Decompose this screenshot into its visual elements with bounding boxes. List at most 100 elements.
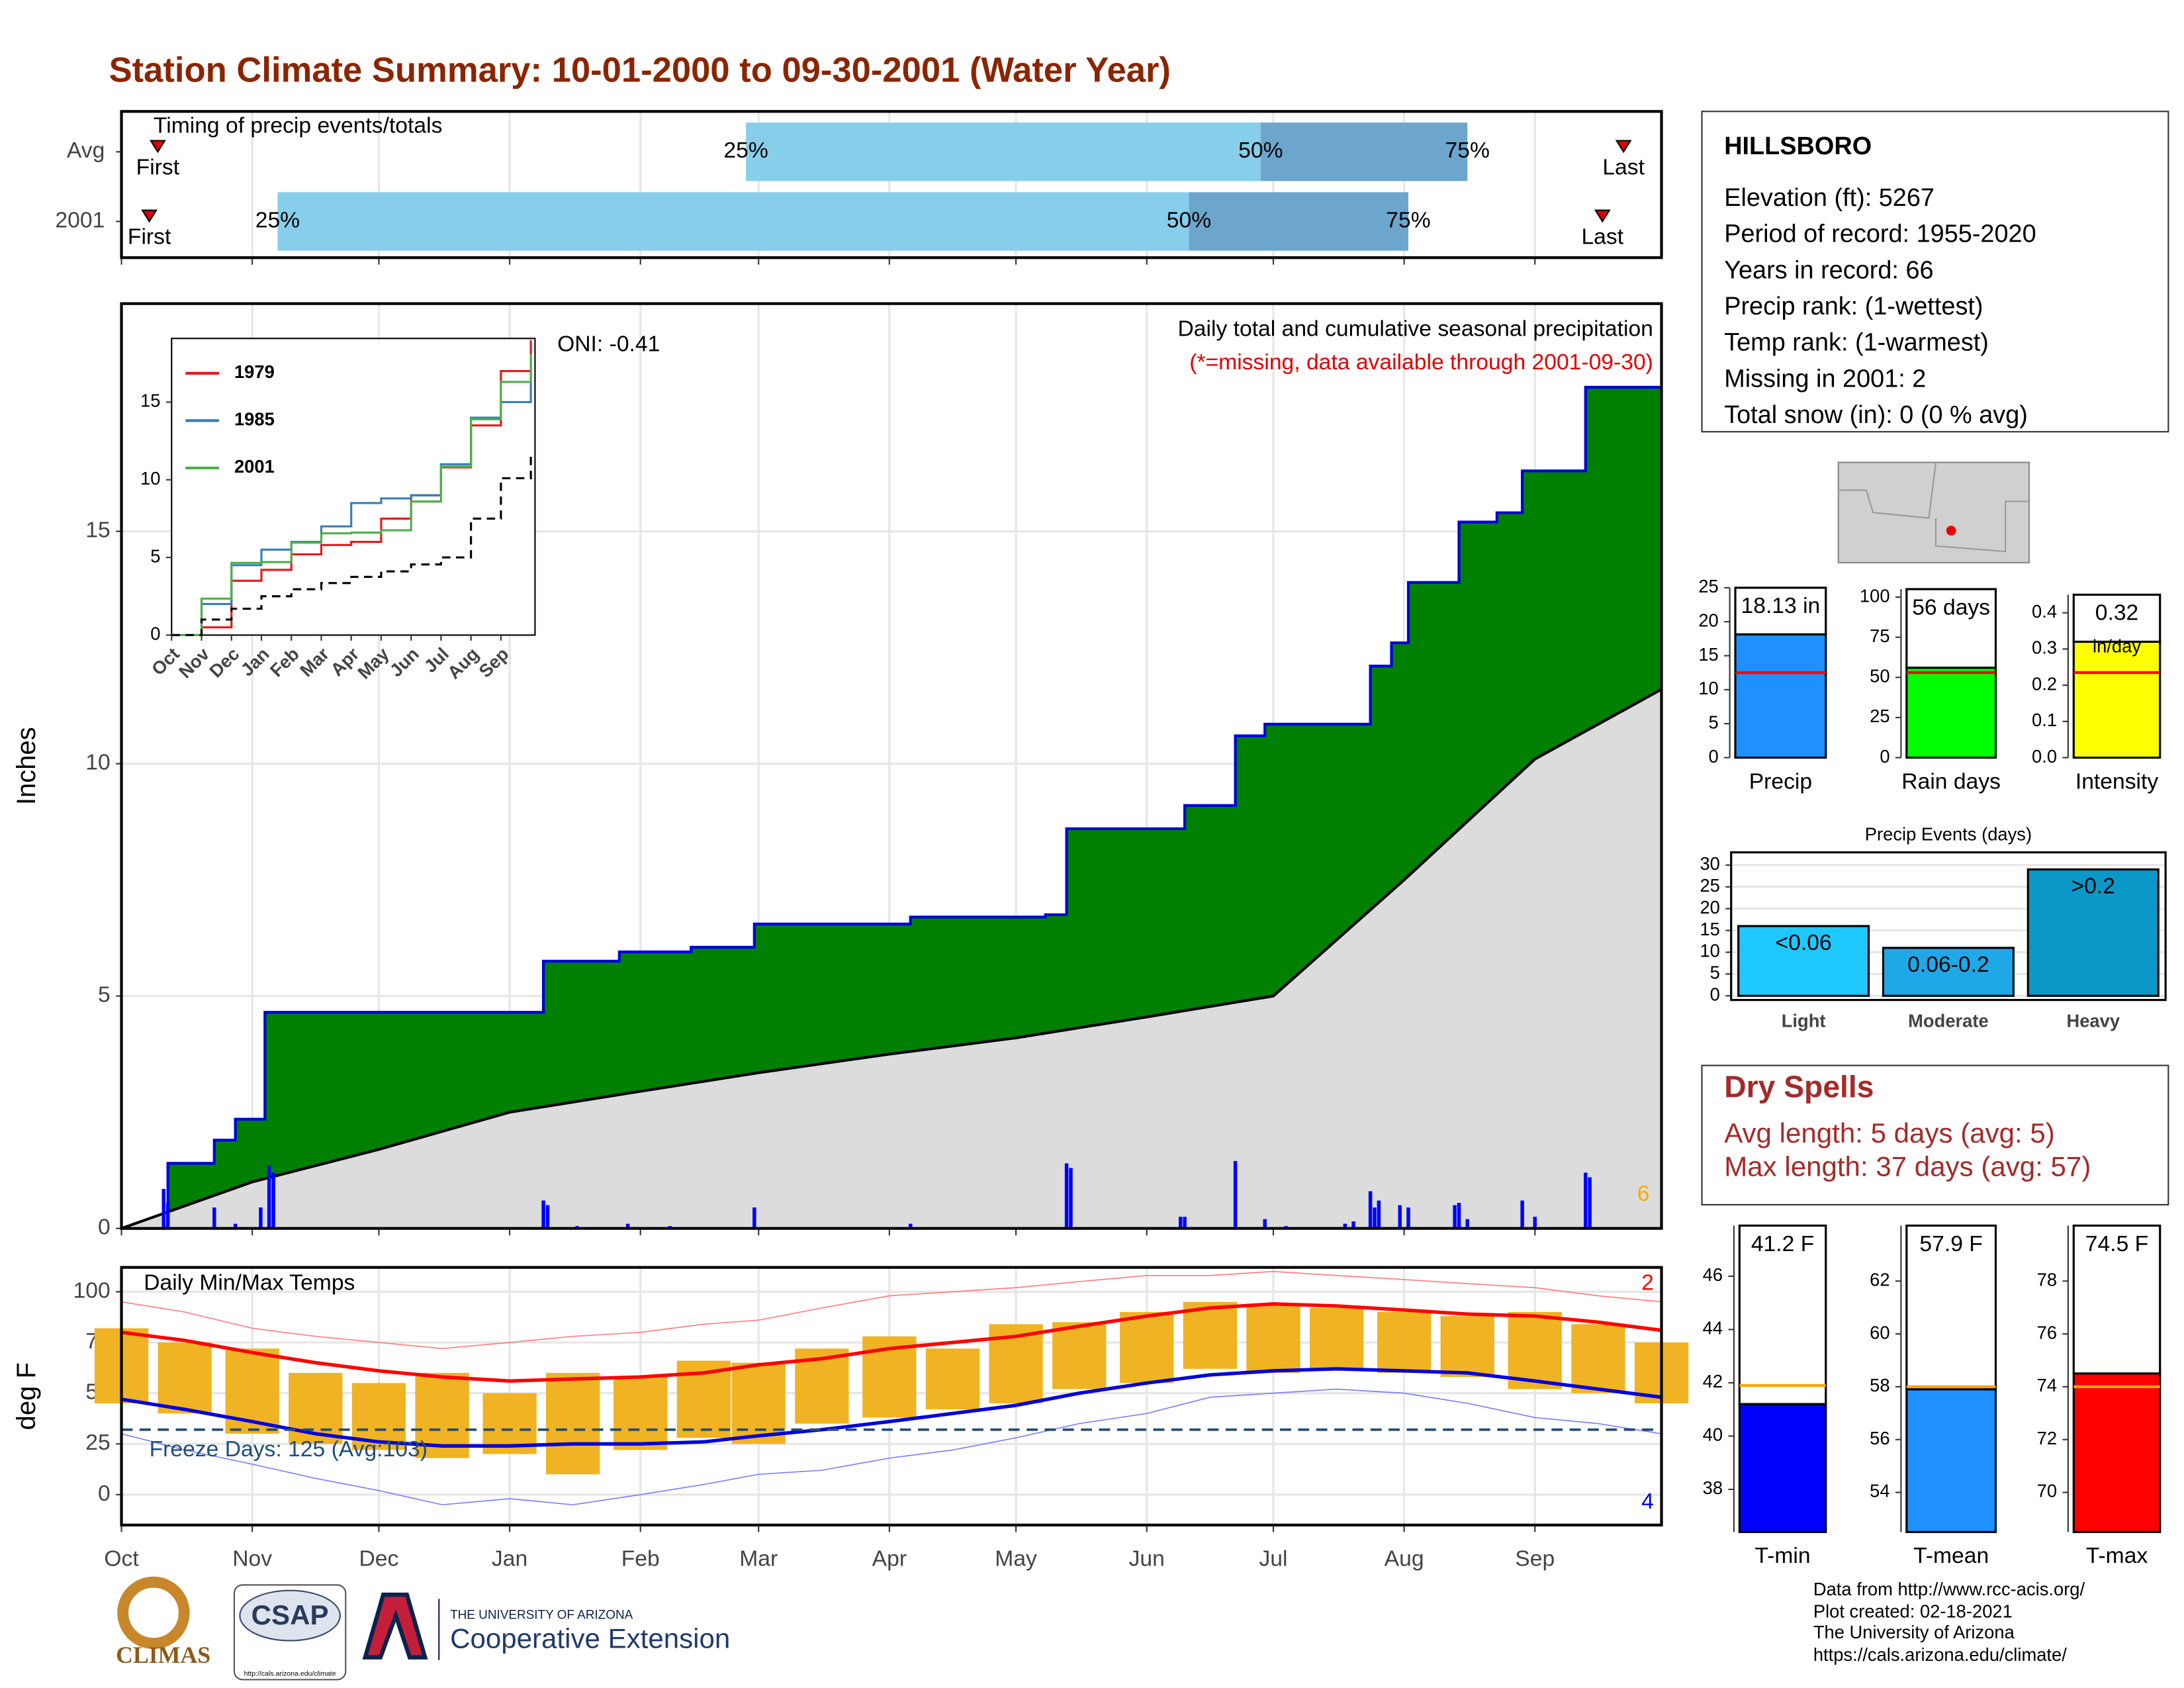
cumulative-line <box>121 385 1662 1230</box>
y-tick-label: 58 <box>1870 1375 1889 1395</box>
bar <box>1738 1403 1827 1533</box>
daily-bar <box>1584 1172 1588 1229</box>
y-tick-label: 60 <box>1870 1322 1889 1342</box>
temp-range-bar <box>925 1348 980 1410</box>
daily-bar <box>165 1203 170 1229</box>
y-tick-label: 15 <box>85 518 110 543</box>
value-label: 41.2 F <box>1751 1232 1814 1256</box>
daily-bar <box>1465 1219 1469 1229</box>
quartile-bar <box>1260 122 1468 181</box>
cumulative-line <box>120 688 1662 1230</box>
y-tick-label: 44 <box>1703 1318 1723 1338</box>
daily-bar <box>161 1189 166 1229</box>
marker-label: Last <box>1602 155 1645 179</box>
y-tick-label: 62 <box>1870 1269 1889 1289</box>
record-low-count: 4 <box>1641 1489 1654 1514</box>
event-marker <box>149 140 166 154</box>
x-tick-label: Feb <box>621 1546 660 1571</box>
category-label: T-mean <box>1913 1544 1989 1568</box>
panel-title: Timing of precip events/totals <box>154 113 442 138</box>
y-tick-label: 0 <box>98 1481 111 1506</box>
x-tick-label: Light <box>1782 1011 1826 1031</box>
y-tick-label: 56 <box>1870 1428 1889 1448</box>
dry-spells-line: Max length: 37 days (avg: 57) <box>1724 1150 2091 1182</box>
label-box <box>2072 1224 2161 1375</box>
freeze-label: Freeze Days: 125 (Avg:103) <box>150 1437 428 1462</box>
legend-label: 2001 <box>234 456 275 477</box>
quartile-bar <box>277 192 1189 251</box>
temp-range-bar <box>158 1342 212 1414</box>
info-line: Temp rank: (1-warmest) <box>1724 329 1989 357</box>
daily-bar <box>1183 1217 1187 1229</box>
daily-bar <box>1377 1200 1381 1229</box>
daily-bar <box>1406 1207 1410 1229</box>
temp-range-bar <box>1508 1312 1562 1389</box>
x-tick-label: Jun <box>1129 1546 1165 1571</box>
daily-bar <box>1453 1205 1457 1229</box>
daily-bar <box>233 1223 238 1229</box>
y-axis-title: deg F <box>12 1362 41 1430</box>
info-line: Precip rank: (1-wettest) <box>1724 293 1983 320</box>
quantile-label: 50% <box>1238 138 1283 163</box>
y-tick-label: 38 <box>1703 1477 1723 1498</box>
info-line: Elevation (ft): 5267 <box>1724 184 1934 212</box>
daily-bar <box>212 1207 216 1229</box>
panel-title: Daily Min/Max Temps <box>144 1271 355 1295</box>
x-tick-label: Dec <box>359 1546 399 1571</box>
value-label: 0.06-0.2 <box>1907 953 1989 977</box>
x-tick-label: Nov <box>232 1546 272 1571</box>
y-tick-label: 46 <box>1703 1264 1723 1285</box>
label-box <box>1905 1224 1997 1391</box>
coop-ext: Cooperative Extension <box>450 1623 730 1654</box>
y-tick-label: 5 <box>150 545 160 566</box>
row-label: Avg <box>67 138 105 163</box>
ua-name: THE UNIVERSITY OF ARIZONA <box>450 1609 633 1622</box>
cumulative-area <box>121 689 1662 1229</box>
source-line: The University of Arizona <box>1813 1622 2015 1642</box>
panel-border <box>1730 851 2167 1002</box>
csap-url: http://cals.arizona.edu/climate <box>244 1670 336 1678</box>
y-tick-label: 30 <box>1700 853 1719 874</box>
value-label: 74.5 F <box>2085 1232 2148 1256</box>
daily-bar <box>1373 1207 1377 1229</box>
info-line: Missing in 2001: 2 <box>1724 365 1926 393</box>
y-tick-label: 10 <box>1700 941 1719 961</box>
bar <box>2072 640 2161 759</box>
bar <box>1737 925 1870 997</box>
daily-bar <box>1263 1219 1267 1229</box>
y-tick-label: 5 <box>1709 712 1719 732</box>
panel-border <box>120 1266 1663 1526</box>
daily-bar <box>1233 1160 1238 1229</box>
y-tick-label: 74 <box>2037 1375 2057 1395</box>
temp-range-bar <box>1309 1307 1364 1369</box>
event-marker <box>1594 209 1611 223</box>
x-tick-label: Aug <box>1385 1546 1424 1571</box>
y-tick-label: 54 <box>1870 1481 1889 1501</box>
y-tick-label: 0 <box>98 1215 111 1240</box>
x-tick-label: Moderate <box>1908 1011 1989 1031</box>
y-tick-label: 0.2 <box>2032 673 2057 694</box>
csap-cloud <box>239 1589 341 1642</box>
info-line: Total snow (in): 0 (0 % avg) <box>1724 401 2028 429</box>
label-box <box>2072 593 2161 643</box>
y-tick-label: 0.4 <box>2032 601 2057 622</box>
panel-border <box>120 110 1663 259</box>
oni-label: ONI: -0.41 <box>557 332 660 357</box>
y-tick-label: 20 <box>1698 610 1718 630</box>
x-tick-label: Mar <box>739 1546 778 1571</box>
y-tick-label: 5 <box>98 983 111 1008</box>
temp-range-bar <box>1246 1303 1300 1373</box>
category-label: Rain days <box>1901 769 2001 794</box>
daily-bar <box>908 1223 913 1229</box>
marker-label: Last <box>1581 225 1623 250</box>
record-high-count: 2 <box>1641 1271 1654 1295</box>
y-tick-label: 0.0 <box>2032 746 2057 767</box>
category-label: Intensity <box>2075 769 2159 794</box>
y-tick-label: 100 <box>1860 585 1890 606</box>
value-label: 0.32 <box>2095 601 2139 626</box>
x-tick-label: May <box>995 1546 1037 1571</box>
dry-spells-title: Dry Spells <box>1724 1070 1874 1104</box>
bar <box>1882 947 2015 997</box>
daily-bar <box>1398 1205 1402 1229</box>
y-tick-label: 40 <box>1703 1425 1723 1445</box>
